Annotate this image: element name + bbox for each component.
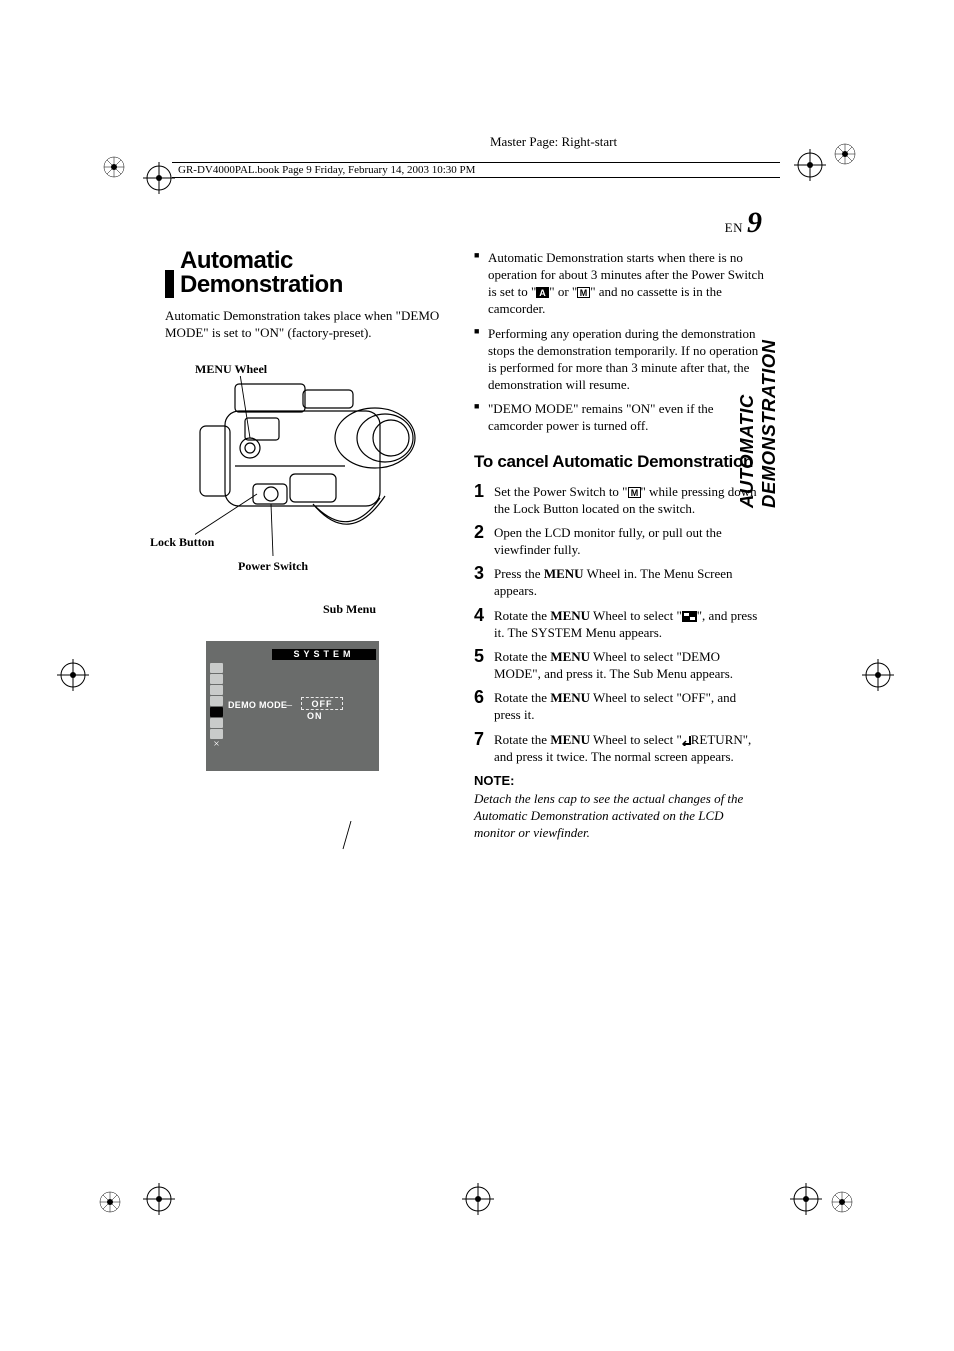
return-icon bbox=[682, 735, 691, 746]
step-6: Rotate the MENU Wheel to select "OFF", a… bbox=[474, 689, 766, 723]
intro-text: Automatic Demonstration takes place when… bbox=[165, 308, 455, 342]
note-heading: NOTE: bbox=[474, 773, 766, 790]
book-info-text: GR-DV4000PAL.book Page 9 Friday, Februar… bbox=[178, 164, 475, 176]
camcorder-icon bbox=[195, 376, 435, 556]
radial-dot bbox=[830, 1190, 854, 1214]
submenu-icon-column: × bbox=[210, 663, 224, 750]
section-title: Automatic Demonstration bbox=[165, 249, 455, 298]
step-4: Rotate the MENU Wheel to select "", and … bbox=[474, 607, 766, 641]
right-column: Automatic Demonstration starts when ther… bbox=[474, 249, 766, 841]
submenu-off: OFF bbox=[301, 697, 343, 710]
label-power-switch: Power Switch bbox=[238, 559, 308, 575]
svg-text:M: M bbox=[630, 488, 638, 498]
bullet-3: "DEMO MODE" remains "ON" even if the cam… bbox=[474, 400, 766, 434]
page-num: 9 bbox=[747, 206, 762, 239]
step-2: Open the LCD monitor fully, or pull out … bbox=[474, 524, 766, 558]
submenu-demo-mode: DEMO MODE bbox=[228, 700, 287, 712]
crop-mark-bl bbox=[143, 1183, 175, 1215]
submenu-system-bar: SYSTEM bbox=[272, 649, 376, 660]
crop-mark-mr bbox=[862, 659, 894, 691]
note-body: Detach the lens cap to see the actual ch… bbox=[474, 790, 766, 841]
crop-mark-ml bbox=[57, 659, 89, 691]
submenu-screenshot: SYSTEM × DEMO MODE – OFF ON bbox=[206, 641, 379, 771]
svg-text:A: A bbox=[540, 288, 547, 298]
crop-mark-br bbox=[790, 1183, 822, 1215]
radial-dot bbox=[833, 142, 857, 166]
m-mode-icon: M bbox=[628, 487, 641, 498]
radial-dot bbox=[102, 155, 126, 179]
page-number: EN 9 bbox=[725, 206, 762, 240]
a-mode-icon: A bbox=[536, 287, 549, 298]
bullet-list: Automatic Demonstration starts when ther… bbox=[474, 249, 766, 435]
step-5: Rotate the MENU Wheel to select "DEMO MO… bbox=[474, 648, 766, 682]
master-page-label: Master Page: Right-start bbox=[490, 134, 617, 150]
bullet-1: Automatic Demonstration starts when ther… bbox=[474, 249, 766, 318]
step-7: Rotate the MENU Wheel to select "RETURN"… bbox=[474, 731, 766, 765]
bullet-2: Performing any operation during the demo… bbox=[474, 325, 766, 394]
svg-text:M: M bbox=[580, 288, 588, 298]
step-1: Set the Power Switch to "M" while pressi… bbox=[474, 483, 766, 517]
crop-mark-bc bbox=[462, 1183, 494, 1215]
section-heading: Automatic Demonstration bbox=[180, 249, 455, 298]
book-info-bar: GR-DV4000PAL.book Page 9 Friday, Februar… bbox=[172, 162, 780, 178]
step-3: Press the MENU Wheel in. The Menu Screen… bbox=[474, 565, 766, 599]
submenu-on: ON bbox=[307, 711, 323, 723]
title-bar-accent bbox=[165, 270, 174, 298]
crop-mark-tr bbox=[794, 149, 826, 181]
steps-list: Set the Power Switch to "M" while pressi… bbox=[474, 483, 766, 765]
submenu-pointer bbox=[341, 821, 401, 851]
cancel-heading: To cancel Automatic Demonstration bbox=[474, 451, 766, 473]
camcorder-diagram: MENU Wheel Lock Button Power Switch bbox=[165, 362, 455, 592]
crop-mark-tl bbox=[143, 162, 175, 194]
m-mode-icon: M bbox=[577, 287, 590, 298]
submenu-arrow-icon: – bbox=[286, 697, 292, 713]
left-column: Automatic Demonstration Automatic Demons… bbox=[165, 249, 455, 771]
page-lang: EN bbox=[725, 220, 743, 235]
manual-page: Master Page: Right-start GR-DV4000PAL.bo… bbox=[0, 0, 954, 1351]
system-icon bbox=[682, 611, 697, 622]
radial-dot bbox=[98, 1190, 122, 1214]
